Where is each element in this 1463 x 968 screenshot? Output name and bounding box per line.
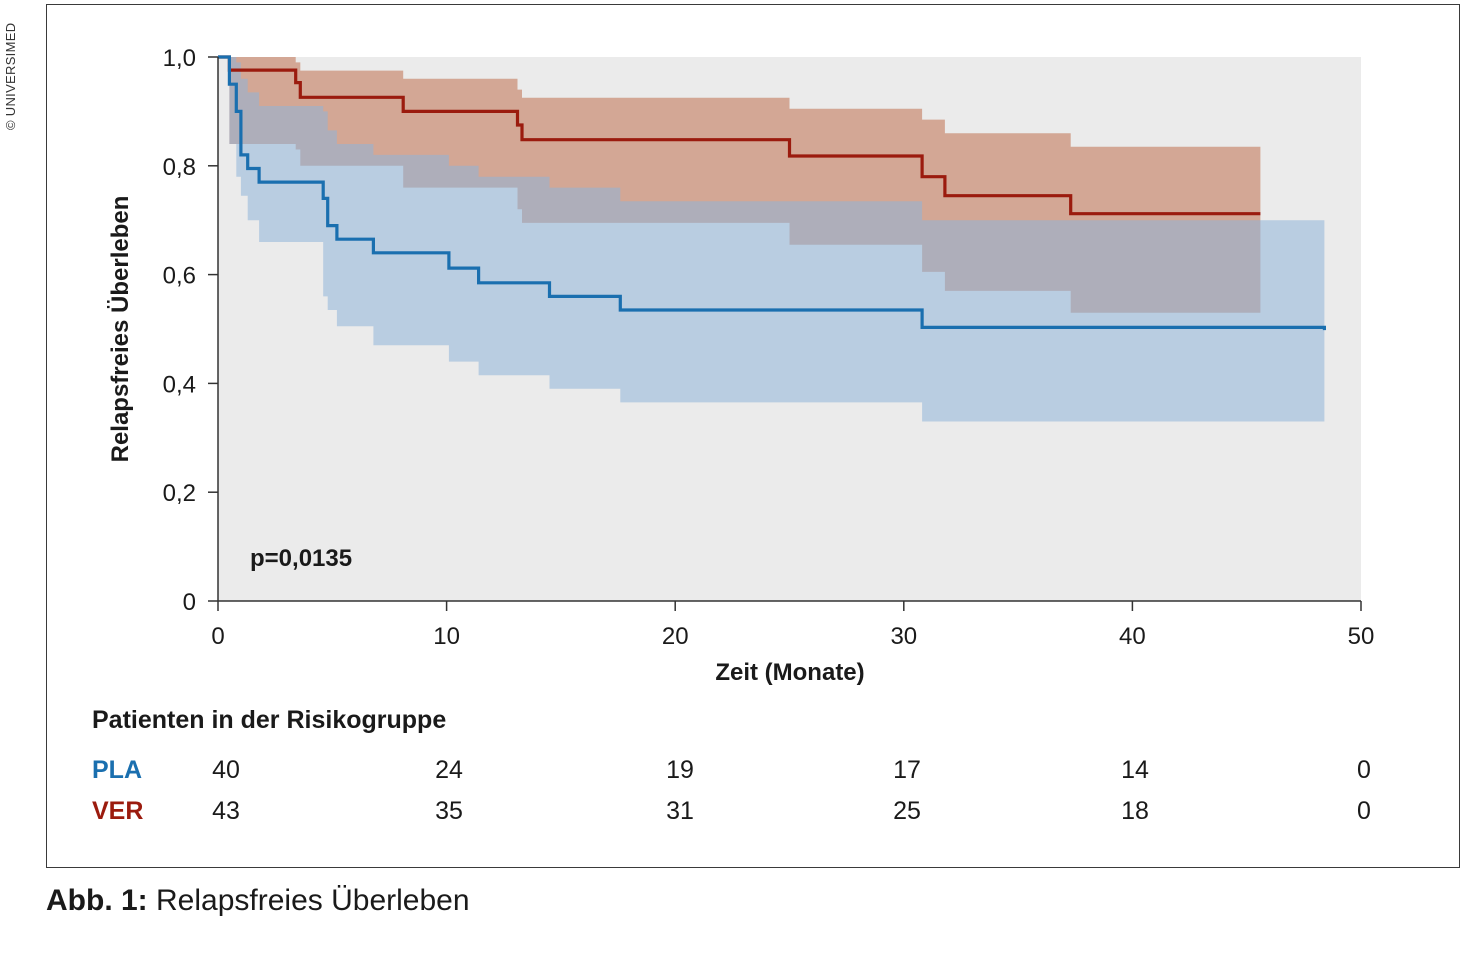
risk-group-label-pla: PLA [92,756,142,784]
confidence-band-pla [218,57,1325,422]
y-ticks: 0 0,2 0,4 0,6 0,8 1,0 [163,45,218,616]
caption-text: Relapsfreies Überleben [156,884,470,917]
x-axis-label: Zeit (Monate) [715,659,864,686]
caption-label: Abb. 1: [46,884,148,917]
y-tick-label: 0,2 [163,480,196,507]
x-ticks: 0 10 20 30 40 50 [211,601,1374,650]
y-tick-label: 0,8 [163,154,196,181]
risk-count: 25 [893,797,921,825]
x-tick-label: 50 [1348,623,1375,650]
risk-count: 43 [212,797,240,825]
survival-curve-pla [218,55,1326,331]
risk-count: 24 [435,756,463,784]
x-tick-label: 10 [433,623,460,650]
survival-curve-ver [218,55,1261,216]
x-tick-label: 30 [890,623,917,650]
figure-frame [46,4,1460,868]
risk-count: 31 [666,797,694,825]
survival-curves [218,55,1326,331]
risk-count: 0 [1357,756,1371,784]
risk-count: 35 [435,797,463,825]
x-tick-label: 40 [1119,623,1146,650]
risk-count: 19 [666,756,694,784]
confidence-bands [218,57,1325,422]
risk-table-title: Patienten in der Risikogruppe [92,706,447,734]
risk-count: 0 [1357,797,1371,825]
risk-count: 17 [893,756,921,784]
risk-count: 40 [212,756,240,784]
risk-count: 14 [1121,756,1149,784]
p-value-annotation: p=0,0135 [250,545,352,572]
risk-group-label-ver: VER [92,797,144,825]
risk-count: 18 [1121,797,1149,825]
figure-caption: Abb. 1: Relapsfreies Überleben [46,884,470,918]
y-tick-label: 0,6 [163,263,196,290]
axes [217,57,1361,602]
y-tick-label: 0,4 [163,371,196,398]
y-axis-label: Relapsfreies Überleben [107,196,134,463]
y-tick-label: 1,0 [163,45,196,72]
x-tick-label: 0 [211,623,224,650]
x-tick-label: 20 [662,623,689,650]
y-tick-label: 0 [183,589,196,616]
